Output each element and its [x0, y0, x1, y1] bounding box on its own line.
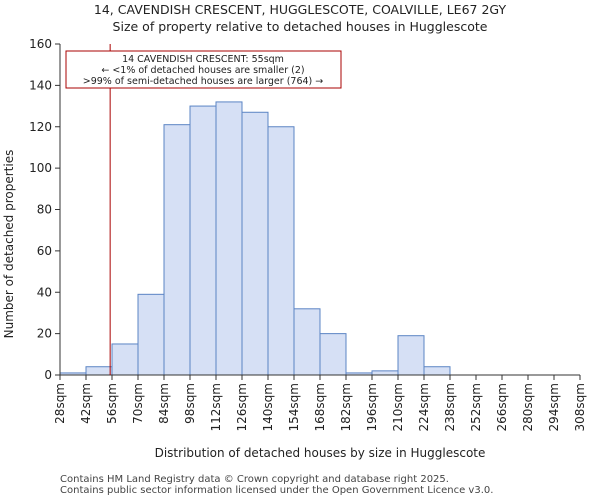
y-tick-label: 160: [29, 37, 52, 51]
annotation-line-2: ← <1% of detached houses are smaller (2): [101, 65, 304, 76]
histogram-bar: [137, 293, 165, 376]
histogram-bar: [215, 101, 243, 376]
histogram-bar: [319, 333, 347, 376]
x-tick-label: 42sqm: [79, 383, 93, 424]
y-tick-label: 60: [37, 244, 52, 258]
histogram-bar: [397, 335, 425, 376]
y-axis-label: Number of detached properties: [2, 150, 16, 339]
x-tick-label: 224sqm: [417, 383, 431, 431]
chart-title: Size of property relative to detached ho…: [112, 19, 488, 34]
x-tick-label: 84sqm: [157, 383, 171, 424]
x-axis-label: Distribution of detached houses by size …: [155, 446, 486, 460]
x-tick-label: 112sqm: [209, 383, 223, 431]
x-tick-label: 210sqm: [391, 383, 405, 431]
histogram-bar: [371, 370, 399, 376]
x-tick-label: 266sqm: [495, 383, 509, 431]
footer-copyright: Contains HM Land Registry data © Crown c…: [60, 474, 449, 485]
y-tick-label: 20: [37, 327, 52, 341]
x-tick-label: 252sqm: [469, 383, 483, 431]
histogram-bar: [85, 366, 113, 376]
histogram-bar: [423, 366, 451, 376]
x-tick-label: 98sqm: [183, 383, 197, 424]
x-tick-label: 168sqm: [313, 383, 327, 431]
histogram-bar: [293, 308, 321, 376]
x-tick-label: 70sqm: [131, 383, 145, 424]
y-tick-label: 140: [29, 78, 52, 92]
x-tick-label: 308sqm: [573, 383, 587, 431]
chart-title-address: 14, CAVENDISH CRESCENT, HUGGLESCOTE, COA…: [93, 2, 507, 17]
histogram-bar: [267, 126, 295, 376]
histogram-bar: [241, 111, 269, 376]
x-tick-label: 28sqm: [53, 383, 67, 424]
x-tick-label: 154sqm: [287, 383, 301, 431]
x-tick-label: 196sqm: [365, 383, 379, 431]
histogram-bar: [189, 105, 217, 376]
x-tick-label: 140sqm: [261, 383, 275, 431]
annotation-box: [65, 50, 342, 89]
y-tick-label: 40: [37, 285, 52, 299]
y-tick-label: 120: [29, 120, 52, 134]
annotation-line-3: >99% of semi-detached houses are larger …: [83, 76, 324, 87]
x-tick-label: 182sqm: [339, 383, 353, 431]
x-tick-label: 294sqm: [547, 383, 561, 431]
annotation-line-1: 14 CAVENDISH CRESCENT: 55sqm: [122, 54, 284, 65]
y-tick-label: 0: [44, 368, 52, 382]
x-tick-label: 56sqm: [105, 383, 119, 424]
footer-licence: Contains public sector information licen…: [60, 485, 494, 496]
histogram-bar: [163, 124, 191, 376]
x-tick-label: 280sqm: [521, 383, 535, 431]
y-tick-label: 80: [37, 203, 52, 217]
histogram-bar: [111, 343, 139, 376]
y-tick-label: 100: [29, 161, 52, 175]
x-tick-label: 126sqm: [235, 383, 249, 431]
x-tick-label: 238sqm: [443, 383, 457, 431]
